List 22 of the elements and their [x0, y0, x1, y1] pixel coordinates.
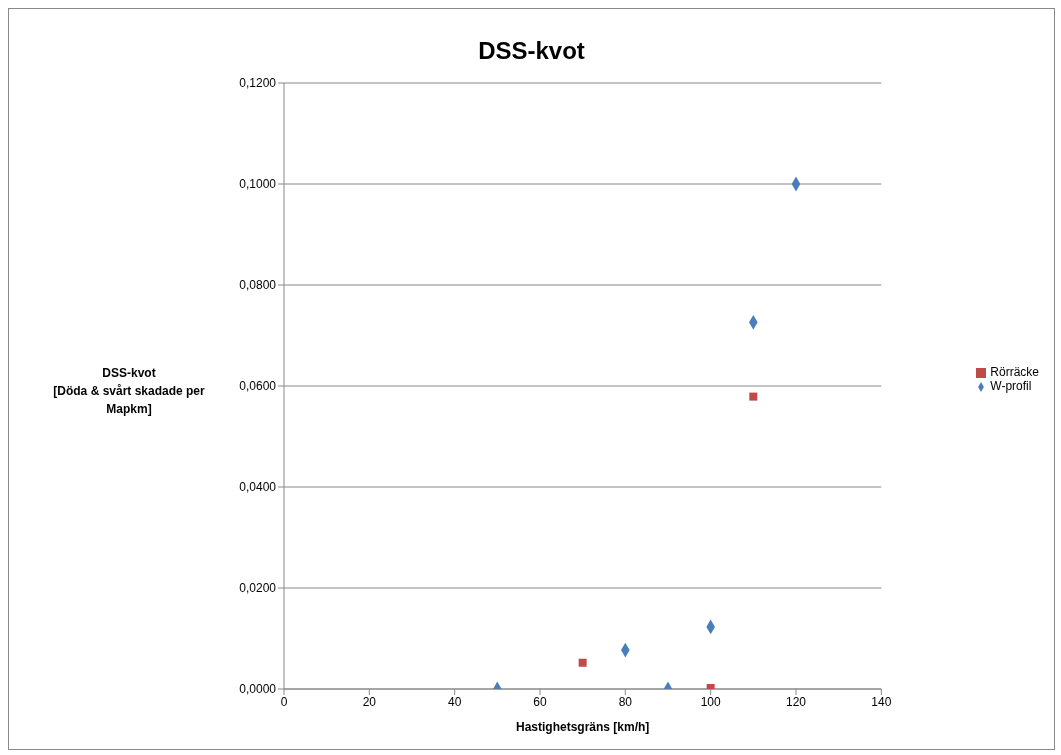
x-axis-title: Hastighetsgräns [km/h] [515, 720, 650, 734]
point [578, 658, 587, 667]
x-tick-label: 80 [618, 694, 633, 709]
point [749, 392, 758, 401]
y-tick-label: 0,0400 [239, 480, 277, 495]
x-tick-label: 120 [785, 694, 807, 709]
y-axis-title: DSS-kvot [Döda & svårt skadade per Mapkm] [52, 365, 206, 418]
x-tick-label: 0 [280, 694, 288, 709]
y-tick-label: 0,0800 [239, 278, 277, 293]
chart-title: DSS-kvot [477, 37, 586, 65]
y-tick-label: 0,0000 [239, 682, 277, 697]
y-tick-label: 0,1200 [239, 76, 277, 91]
x-tick-label: 40 [447, 694, 462, 709]
x-tick-label: 100 [700, 694, 721, 709]
x-tick-label: 20 [362, 694, 377, 709]
x-tick-label: 140 [871, 694, 892, 709]
legend-label: Rörräcke [990, 365, 1039, 379]
x-tick-label: 60 [533, 694, 547, 709]
y-tick-label: 0,1000 [239, 177, 277, 192]
y-tick-label: 0,0600 [239, 379, 277, 394]
legend-label: W-profil [990, 379, 1032, 393]
y-tick-label: 0,0200 [239, 581, 277, 596]
